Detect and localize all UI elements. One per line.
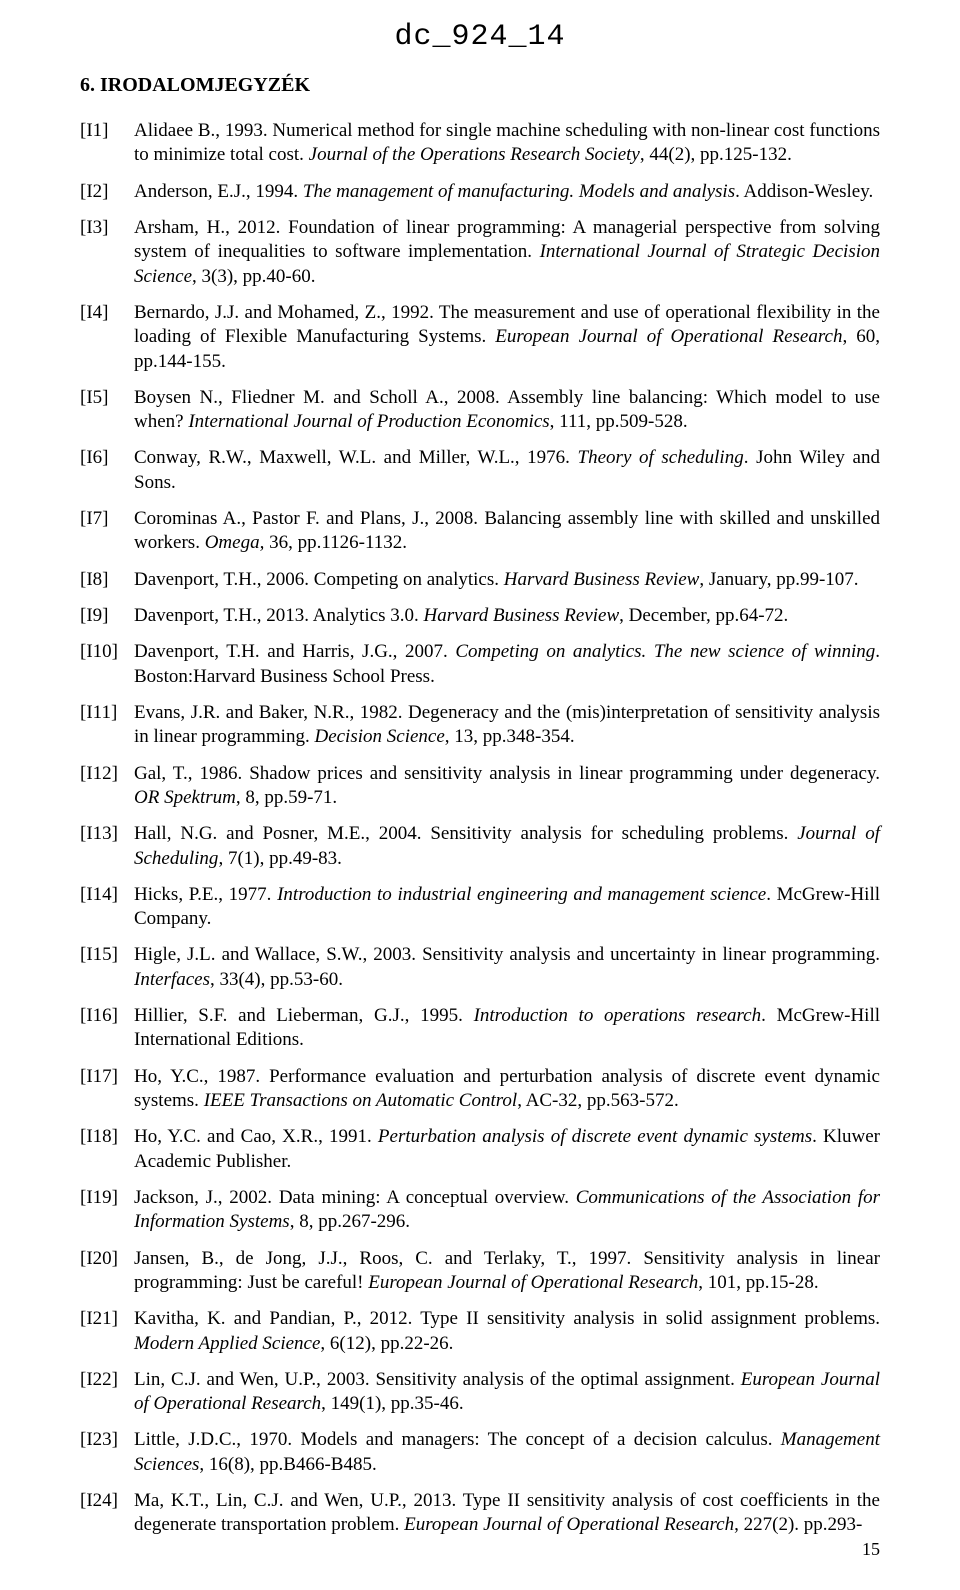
reference-label: [I16] <box>80 1004 134 1053</box>
section-title: 6. IRODALOMJEGYZÉK <box>80 74 880 97</box>
reference-item: [I8]Davenport, T.H., 2006. Competing on … <box>80 568 880 592</box>
reference-item: [I19]Jackson, J., 2002. Data mining: A c… <box>80 1186 880 1235</box>
reference-text: Corominas A., Pastor F. and Plans, J., 2… <box>134 507 880 556</box>
reference-text: Gal, T., 1986. Shadow prices and sensiti… <box>134 762 880 811</box>
reference-item: [I18]Ho, Y.C. and Cao, X.R., 1991. Pertu… <box>80 1125 880 1174</box>
reference-text: Alidaee B., 1993. Numerical method for s… <box>134 119 880 168</box>
reference-item: [I13]Hall, N.G. and Posner, M.E., 2004. … <box>80 822 880 871</box>
reference-text: Little, J.D.C., 1970. Models and manager… <box>134 1428 880 1477</box>
reference-label: [I15] <box>80 943 134 992</box>
reference-label: [I1] <box>80 119 134 168</box>
reference-label: [I24] <box>80 1489 134 1538</box>
reference-item: [I14]Hicks, P.E., 1977. Introduction to … <box>80 883 880 932</box>
reference-label: [I6] <box>80 446 134 495</box>
reference-label: [I12] <box>80 762 134 811</box>
reference-label: [I9] <box>80 604 134 628</box>
reference-item: [I7]Corominas A., Pastor F. and Plans, J… <box>80 507 880 556</box>
reference-text: Davenport, T.H. and Harris, J.G., 2007. … <box>134 640 880 689</box>
reference-text: Higle, J.L. and Wallace, S.W., 2003. Sen… <box>134 943 880 992</box>
document-id: dc_924_14 <box>80 20 880 54</box>
reference-label: [I3] <box>80 216 134 289</box>
reference-label: [I21] <box>80 1307 134 1356</box>
reference-item: [I9]Davenport, T.H., 2013. Analytics 3.0… <box>80 604 880 628</box>
reference-text: Ma, K.T., Lin, C.J. and Wen, U.P., 2013.… <box>134 1489 880 1538</box>
reference-text: Boysen N., Fliedner M. and Scholl A., 20… <box>134 386 880 435</box>
reference-text: Conway, R.W., Maxwell, W.L. and Miller, … <box>134 446 880 495</box>
reference-item: [I2]Anderson, E.J., 1994. The management… <box>80 180 880 204</box>
reference-label: [I2] <box>80 180 134 204</box>
reference-label: [I7] <box>80 507 134 556</box>
reference-item: [I15]Higle, J.L. and Wallace, S.W., 2003… <box>80 943 880 992</box>
reference-text: Ho, Y.C., 1987. Performance evaluation a… <box>134 1065 880 1114</box>
reference-item: [I17]Ho, Y.C., 1987. Performance evaluat… <box>80 1065 880 1114</box>
reference-label: [I14] <box>80 883 134 932</box>
reference-text: Hicks, P.E., 1977. Introduction to indus… <box>134 883 880 932</box>
reference-text: Bernardo, J.J. and Mohamed, Z., 1992. Th… <box>134 301 880 374</box>
reference-item: [I12]Gal, T., 1986. Shadow prices and se… <box>80 762 880 811</box>
reference-text: Davenport, T.H., 2006. Competing on anal… <box>134 568 880 592</box>
reference-item: [I23]Little, J.D.C., 1970. Models and ma… <box>80 1428 880 1477</box>
reference-label: [I13] <box>80 822 134 871</box>
reference-item: [I20]Jansen, B., de Jong, J.J., Roos, C.… <box>80 1247 880 1296</box>
reference-item: [I10]Davenport, T.H. and Harris, J.G., 2… <box>80 640 880 689</box>
reference-item: [I16]Hillier, S.F. and Lieberman, G.J., … <box>80 1004 880 1053</box>
reference-item: [I22]Lin, C.J. and Wen, U.P., 2003. Sens… <box>80 1368 880 1417</box>
reference-list: [I1]Alidaee B., 1993. Numerical method f… <box>80 119 880 1538</box>
reference-label: [I10] <box>80 640 134 689</box>
reference-item: [I3]Arsham, H., 2012. Foundation of line… <box>80 216 880 289</box>
reference-label: [I5] <box>80 386 134 435</box>
reference-text: Hall, N.G. and Posner, M.E., 2004. Sensi… <box>134 822 880 871</box>
reference-text: Jansen, B., de Jong, J.J., Roos, C. and … <box>134 1247 880 1296</box>
document-page: dc_924_14 6. IRODALOMJEGYZÉK [I1]Alidaee… <box>0 0 960 1590</box>
reference-label: [I23] <box>80 1428 134 1477</box>
reference-label: [I8] <box>80 568 134 592</box>
reference-text: Davenport, T.H., 2013. Analytics 3.0. Ha… <box>134 604 880 628</box>
reference-text: Arsham, H., 2012. Foundation of linear p… <box>134 216 880 289</box>
reference-item: [I6]Conway, R.W., Maxwell, W.L. and Mill… <box>80 446 880 495</box>
reference-item: [I11]Evans, J.R. and Baker, N.R., 1982. … <box>80 701 880 750</box>
reference-label: [I20] <box>80 1247 134 1296</box>
reference-label: [I4] <box>80 301 134 374</box>
reference-label: [I11] <box>80 701 134 750</box>
reference-label: [I17] <box>80 1065 134 1114</box>
reference-text: Evans, J.R. and Baker, N.R., 1982. Degen… <box>134 701 880 750</box>
reference-label: [I22] <box>80 1368 134 1417</box>
reference-item: [I21]Kavitha, K. and Pandian, P., 2012. … <box>80 1307 880 1356</box>
reference-text: Anderson, E.J., 1994. The management of … <box>134 180 880 204</box>
reference-item: [I4]Bernardo, J.J. and Mohamed, Z., 1992… <box>80 301 880 374</box>
reference-item: [I5]Boysen N., Fliedner M. and Scholl A.… <box>80 386 880 435</box>
reference-label: [I18] <box>80 1125 134 1174</box>
reference-label: [I19] <box>80 1186 134 1235</box>
reference-text: Jackson, J., 2002. Data mining: A concep… <box>134 1186 880 1235</box>
reference-text: Hillier, S.F. and Lieberman, G.J., 1995.… <box>134 1004 880 1053</box>
reference-text: Lin, C.J. and Wen, U.P., 2003. Sensitivi… <box>134 1368 880 1417</box>
reference-item: [I24]Ma, K.T., Lin, C.J. and Wen, U.P., … <box>80 1489 880 1538</box>
reference-item: [I1]Alidaee B., 1993. Numerical method f… <box>80 119 880 168</box>
reference-text: Ho, Y.C. and Cao, X.R., 1991. Perturbati… <box>134 1125 880 1174</box>
page-number: 15 <box>862 1539 880 1560</box>
reference-text: Kavitha, K. and Pandian, P., 2012. Type … <box>134 1307 880 1356</box>
